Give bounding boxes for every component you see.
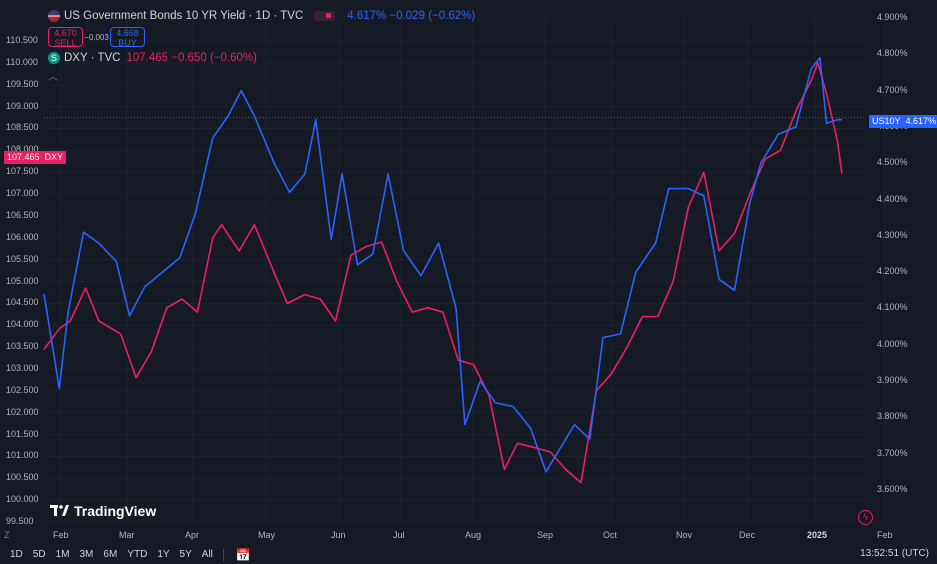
time-axis-tick-label: Jun xyxy=(331,530,346,540)
us10y-legend-row[interactable]: US Government Bonds 10 YR Yield · 1D · T… xyxy=(48,8,475,24)
us10y-axis-tick-label: 4.000% xyxy=(877,338,908,349)
lightning-icon[interactable]: ϟ xyxy=(858,510,873,525)
range-6m-button[interactable]: 6M xyxy=(103,549,118,560)
dxy-axis-tick-label: 102.500 xyxy=(6,384,39,395)
dxy-axis-tick-label: 109.000 xyxy=(6,100,39,111)
dxy-axis-tick-label: 101.000 xyxy=(6,450,39,461)
branding-text: TradingView xyxy=(74,503,157,519)
range-1d-button[interactable]: 1D xyxy=(10,549,23,560)
us10y-axis-tick-label: 4.800% xyxy=(877,48,908,59)
range-all-button[interactable]: All xyxy=(201,549,213,560)
us10y-axis-tick-label: 4.500% xyxy=(877,157,908,168)
dxy-axis-tick-label: 107.500 xyxy=(6,166,39,177)
range-5y-button[interactable]: 5Y xyxy=(179,549,192,560)
time-axis-tick-label: Aug xyxy=(465,530,482,540)
dxy-axis-tick-label: 100.000 xyxy=(6,494,39,505)
us10y-series-line[interactable] xyxy=(43,57,842,473)
us10y-axis-tick-label: 3.600% xyxy=(877,484,908,494)
dxy-change: −0.650 xyxy=(171,52,207,64)
sell-label: SELL xyxy=(54,37,77,48)
us10y-axis-tick-label: 3.700% xyxy=(877,447,908,458)
us10y-axis-tick-label: 4.200% xyxy=(877,266,908,277)
dxy-price-tag: 107.465 DXY xyxy=(4,151,67,164)
dxy-axis-tick-label: 101.500 xyxy=(6,428,39,439)
buy-label: BUY xyxy=(118,37,137,48)
dxy-axis-tick-label: 99.500 xyxy=(6,516,34,526)
dxy-symbol-badge: S xyxy=(48,52,60,64)
time-axis-tick-label: Apr xyxy=(185,530,200,540)
dxy-axis-tick-label: 108.500 xyxy=(6,122,39,133)
sell-button[interactable]: 4.670 SELL xyxy=(48,27,83,47)
dxy-legend-row[interactable]: S DXY · TVC 107.465 −0.650 (−0.60%) xyxy=(48,50,475,66)
dxy-axis-tick-label: 106.500 xyxy=(6,209,39,220)
tradingview-logo-icon xyxy=(50,505,69,516)
range-ytd-button[interactable]: YTD xyxy=(127,549,148,560)
range-3m-button[interactable]: 3M xyxy=(79,549,94,560)
time-axis-tick-label: Feb xyxy=(53,530,69,540)
us10y-axis-tick-label: 3.800% xyxy=(877,411,908,422)
sell-price: 4.670 xyxy=(54,28,77,38)
us10y-change: −0.029 xyxy=(389,10,425,22)
us-flag-icon xyxy=(48,10,60,22)
us10y-title: US Government Bonds 10 YR Yield · 1D · T… xyxy=(64,10,304,22)
dxy-axis-tick-label: 103.000 xyxy=(6,362,39,373)
dxy-axis-tick-label: 104.000 xyxy=(6,319,39,330)
time-axis-tick-label: Nov xyxy=(676,530,693,540)
range-1y-button[interactable]: 1Y xyxy=(157,549,170,560)
dxy-axis-tick-label: 108.000 xyxy=(6,144,39,155)
calendar-icon[interactable]: 📅 xyxy=(235,547,251,562)
toolbar-divider xyxy=(222,548,224,561)
time-axis-tick-label: Mar xyxy=(119,530,135,540)
dxy-series-line[interactable] xyxy=(43,62,843,484)
dxy-axis-tick-label: 100.500 xyxy=(6,472,39,483)
clock-timezone[interactable]: 13:52:51 (UTC) xyxy=(860,548,929,559)
us10y-axis-tick-label: 3.900% xyxy=(877,375,908,386)
time-axis-tick-label: May xyxy=(258,530,276,540)
range-1m-button[interactable]: 1M xyxy=(55,549,70,560)
range-5d-button[interactable]: 5D xyxy=(32,549,46,560)
dxy-axis-tick-label: 102.000 xyxy=(6,406,39,417)
dxy-price-tag-value: 107.465 xyxy=(7,152,40,162)
us10y-axis-tick-label: 4.300% xyxy=(877,229,908,240)
time-axis-tick-label: Sep xyxy=(537,530,554,540)
us10y-price-tag-label: US10Y xyxy=(872,116,901,126)
bottom-toolbar: 1D 5D 1M 3M 6M YTD 1Y 5Y All 📅 13:52:51 … xyxy=(0,545,937,564)
chart-legend: US Government Bonds 10 YR Yield · 1D · T… xyxy=(48,8,475,83)
dxy-axis-tick-label: 103.500 xyxy=(6,341,39,352)
time-axis-tick-label: Jul xyxy=(393,530,405,540)
dxy-axis-tick-label: 105.500 xyxy=(6,253,39,264)
axis-auto-scale-icon[interactable]: Z xyxy=(4,530,10,540)
time-axis-tick-label: Feb xyxy=(877,530,893,540)
dxy-axis-tick-label: 109.500 xyxy=(6,78,39,89)
dxy-last-value: 107.465 xyxy=(126,52,169,64)
dxy-axis-tick-label: 105.000 xyxy=(6,275,39,286)
dxy-axis-tick-label: 104.500 xyxy=(6,297,39,308)
buy-button[interactable]: 4.668 BUY xyxy=(110,27,145,47)
us10y-axis-tick-label: 4.100% xyxy=(877,302,908,313)
visibility-toggle-icon[interactable] xyxy=(313,11,336,21)
us10y-change-pct: (−0.62%) xyxy=(428,10,476,22)
dxy-axis-tick-label: 110.500 xyxy=(6,35,38,45)
time-axis-tick-label: Dec xyxy=(739,530,756,540)
time-axis-tick-label: Oct xyxy=(603,530,618,540)
us10y-axis-tick-label: 4.700% xyxy=(877,84,908,95)
dxy-price-tag-label: DXY xyxy=(44,152,64,162)
time-axis-tick-label: 2025 xyxy=(807,530,828,540)
us10y-price-tag-value: 4.617% xyxy=(905,116,937,126)
dxy-change-pct: (−0.60%) xyxy=(209,52,257,64)
dxy-axis-tick-label: 107.000 xyxy=(6,188,39,199)
tradingview-logo: TradingView xyxy=(50,503,156,519)
buy-price: 4.668 xyxy=(116,28,139,38)
dxy-axis-tick-label: 106.000 xyxy=(6,231,39,242)
us10y-last-value: 4.617% xyxy=(347,10,387,22)
us10y-axis-tick-label: 4.400% xyxy=(877,193,908,204)
chevron-up-icon[interactable]: ︿ xyxy=(48,72,58,83)
us10y-price-tag: US10Y 4.617% xyxy=(869,115,937,128)
trade-buttons: 4.670 SELL −0.003 4.668 BUY xyxy=(48,27,475,47)
spread-value: −0.003 xyxy=(84,32,109,42)
dxy-title: DXY · TVC xyxy=(64,52,121,64)
us10y-axis-tick-label: 4.900% xyxy=(877,12,908,22)
dxy-axis-tick-label: 110.000 xyxy=(6,56,38,67)
